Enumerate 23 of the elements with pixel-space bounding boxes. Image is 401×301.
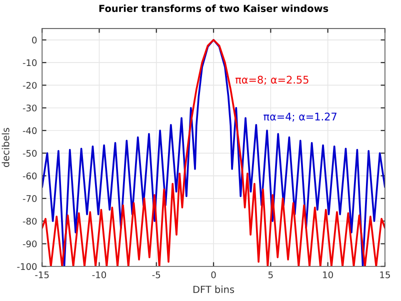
annotation: πα=4; α=1.27 xyxy=(264,112,336,122)
y-tick-label: -100 xyxy=(17,263,37,270)
x-tick-label: 5 xyxy=(268,272,273,278)
annotation: πα=8; α=2.55 xyxy=(236,76,308,85)
x-tick-label: 0 xyxy=(211,271,216,278)
y-tick-label: -70 xyxy=(22,195,37,202)
chart-title: Fourier transforms of two Kaiser windows xyxy=(99,4,328,12)
x-tick-label: -15 xyxy=(35,272,49,278)
y-tick-label: -80 xyxy=(22,218,37,225)
y-axis-title: decibels xyxy=(2,128,10,168)
y-tick-label: -60 xyxy=(22,172,37,180)
x-tick-label: -10 xyxy=(92,271,106,278)
y-tick-label: 0 xyxy=(32,36,37,44)
y-tick-label: -40 xyxy=(22,127,37,134)
x-axis-title: DFT bins xyxy=(193,286,234,294)
y-tick-label: -10 xyxy=(22,59,37,66)
y-tick-label: -20 xyxy=(22,82,37,89)
x-tick-label: -5 xyxy=(152,272,160,278)
x-tick-label: 15 xyxy=(380,272,390,278)
y-tick-label: -50 xyxy=(22,150,37,157)
y-tick-label: -30 xyxy=(22,104,37,112)
y-tick-label: -90 xyxy=(22,240,37,248)
x-tick-label: 10 xyxy=(323,271,333,278)
